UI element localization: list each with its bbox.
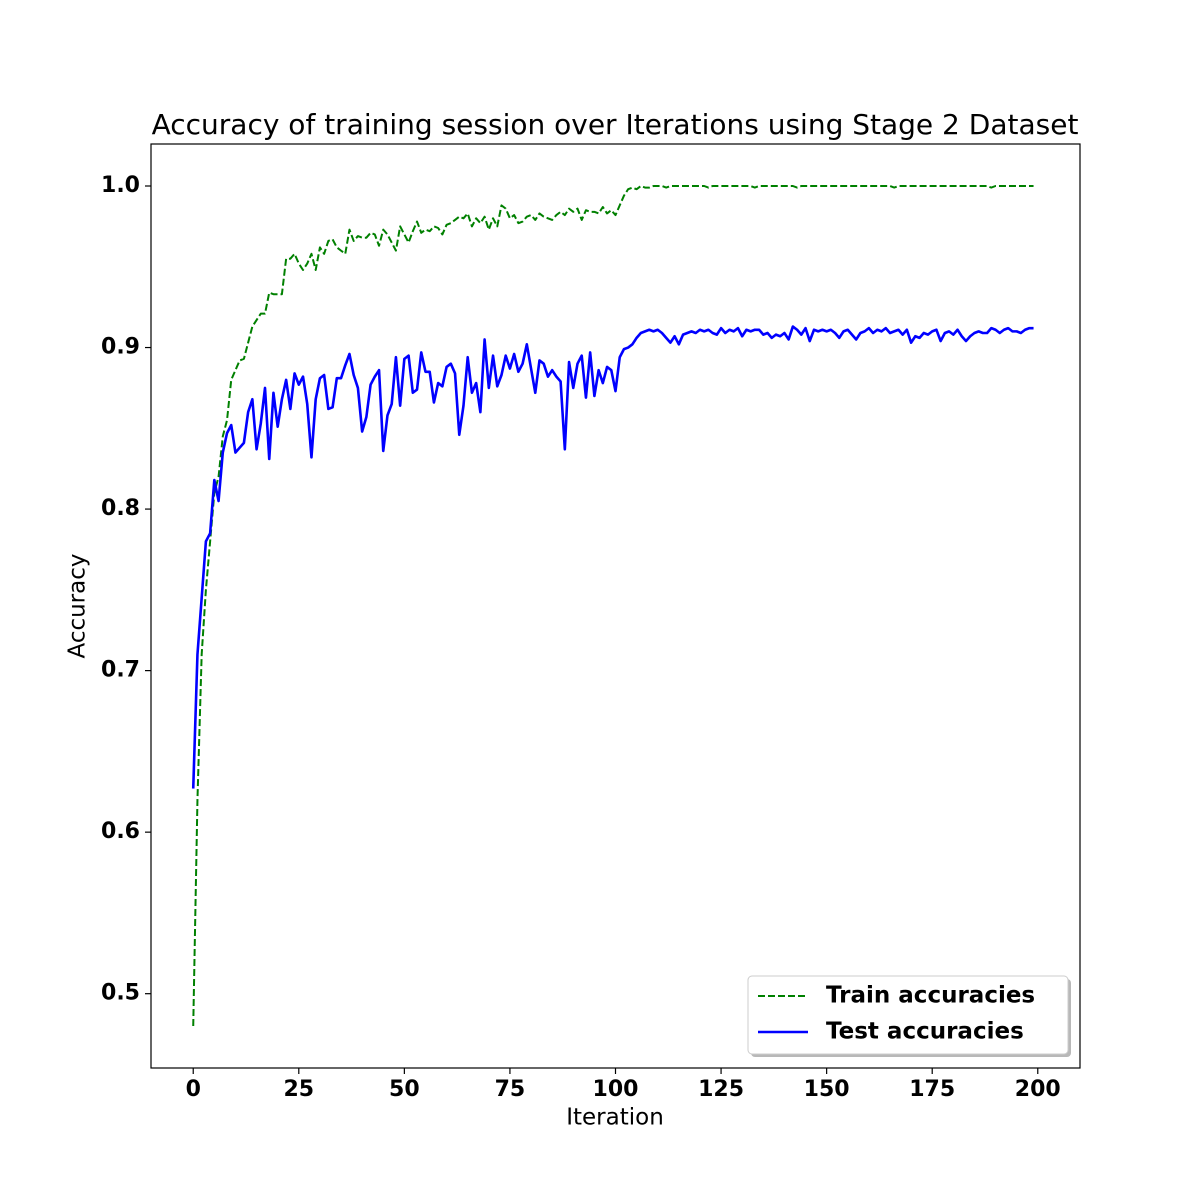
legend: Train accuracies Test accuracies	[747, 975, 1071, 1057]
y-tick-label: 0.7	[101, 658, 140, 683]
y-tick-label: 0.8	[101, 496, 140, 521]
y-tick-label: 0.6	[101, 819, 140, 844]
chart-title: Accuracy of training session over Iterat…	[152, 108, 1079, 141]
y-tick-label: 0.5	[101, 981, 140, 1006]
x-tick-label: 50	[389, 1077, 420, 1102]
y-tick-label: 1.0	[101, 173, 140, 198]
legend-label: Test accuracies	[826, 1019, 1024, 1045]
y-tick-label: 0.9	[101, 335, 140, 360]
y-axis-label: Accuracy	[65, 553, 91, 658]
plot-frame	[150, 143, 1081, 1069]
x-tick-label: 0	[186, 1077, 201, 1102]
x-axis-label: Iteration	[566, 1105, 664, 1131]
series-line	[192, 185, 1034, 1027]
x-tick-label: 25	[283, 1077, 314, 1102]
legend-box	[747, 975, 1069, 1055]
x-tick-label: 175	[909, 1077, 955, 1102]
x-tick-label: 100	[593, 1077, 639, 1102]
x-tick-label: 125	[698, 1077, 744, 1102]
x-tick-label: 150	[804, 1077, 850, 1102]
x-tick-label: 200	[1015, 1077, 1061, 1102]
plot-lines	[191, 185, 1034, 1027]
legend-label: Train accuracies	[826, 983, 1035, 1009]
series-line	[191, 325, 1034, 789]
x-tick-label: 75	[495, 1077, 526, 1102]
